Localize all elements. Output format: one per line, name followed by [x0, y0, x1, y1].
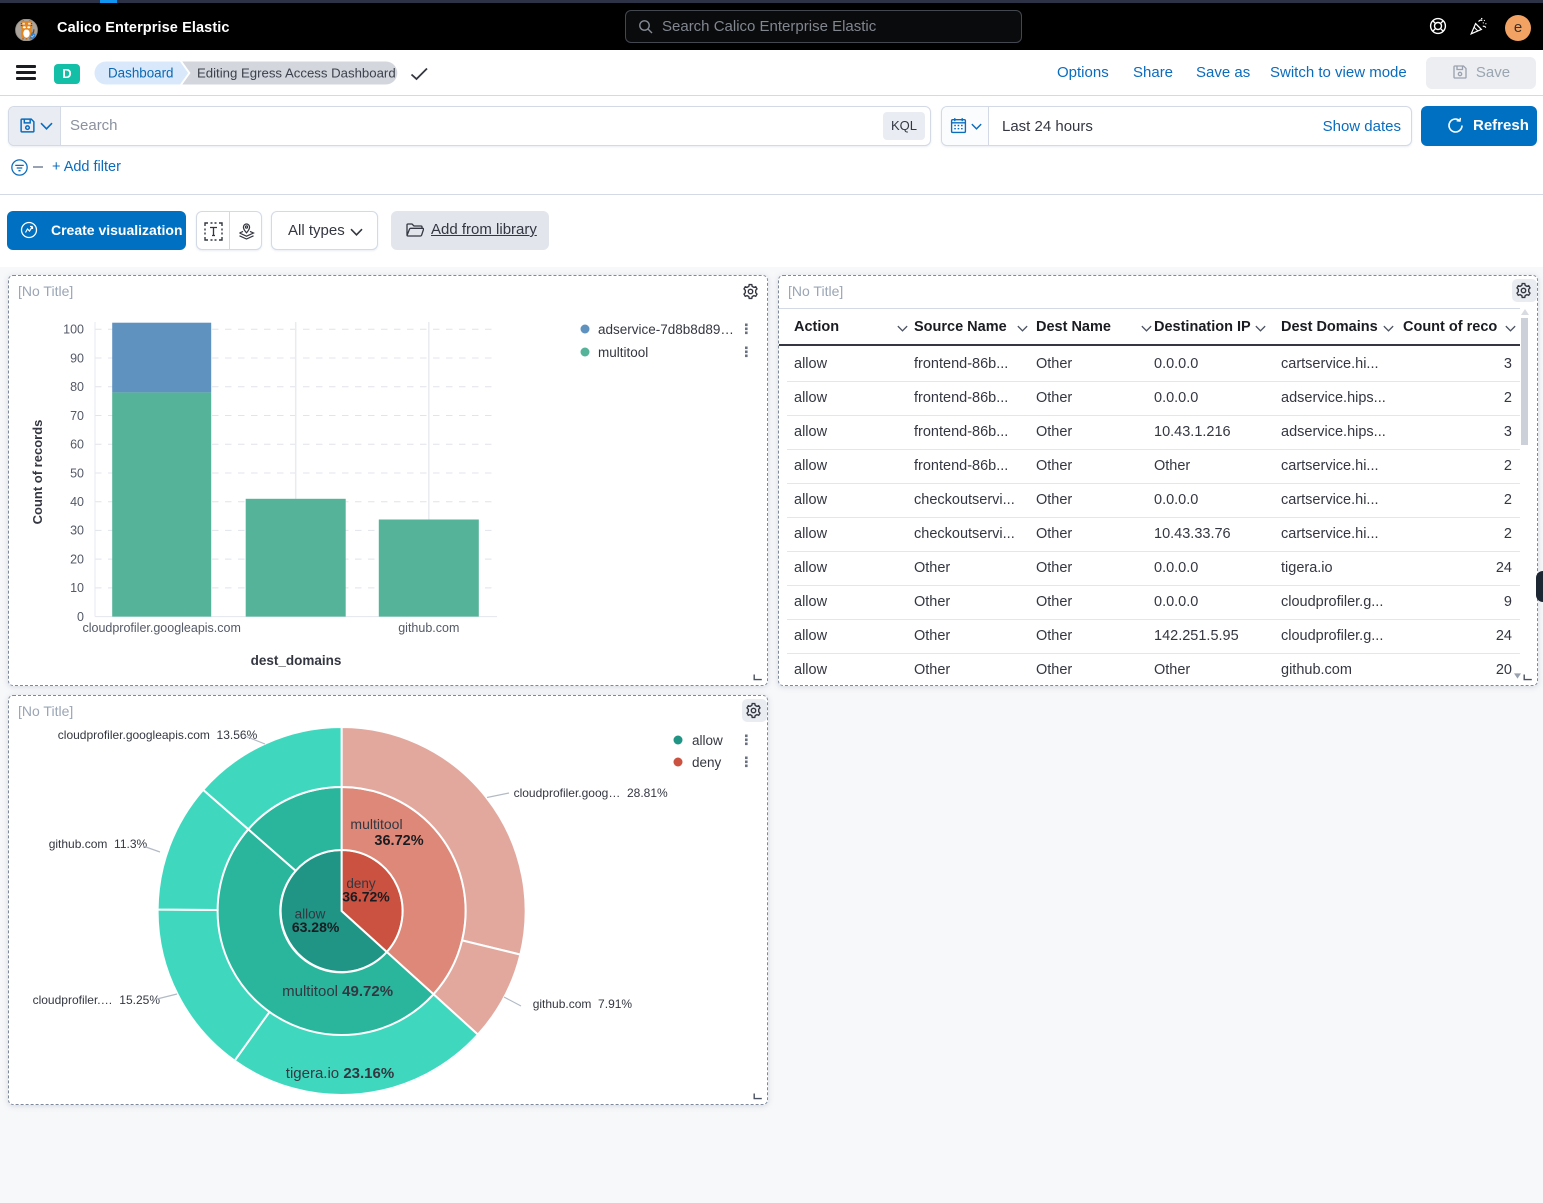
svg-text:cloudprofiler.goog… 28.81%: cloudprofiler.goog… 28.81% — [514, 786, 668, 800]
svg-text:allow: allow — [295, 907, 326, 922]
svg-text:36.72%: 36.72% — [342, 889, 390, 905]
svg-text:deny: deny — [692, 755, 722, 770]
svg-text:80: 80 — [70, 380, 84, 394]
svg-text:60: 60 — [70, 438, 84, 452]
svg-text:40: 40 — [70, 495, 84, 509]
svg-text:50: 50 — [70, 466, 84, 480]
svg-text:30: 30 — [70, 524, 84, 538]
svg-text:20: 20 — [70, 552, 84, 566]
svg-text:allow: allow — [692, 733, 723, 748]
svg-text:36.72%: 36.72% — [374, 833, 423, 849]
svg-text:90: 90 — [70, 351, 84, 365]
svg-text:Editing Egress Access Dashboar: Editing Egress Access Dashboard — [197, 66, 396, 81]
svg-text:multitool: multitool — [350, 816, 402, 832]
svg-text:Dashboard: Dashboard — [108, 66, 174, 81]
svg-text:63.28%: 63.28% — [292, 919, 340, 935]
svg-text:adservice-7d8b8d89…: adservice-7d8b8d89… — [598, 322, 734, 337]
svg-text:cloudprofiler.googleapis.com: cloudprofiler.googleapis.com 13.56% — [58, 728, 258, 742]
svg-text:deny: deny — [346, 876, 376, 891]
svg-text:github.com 7.91%: github.com 7.91% — [533, 997, 633, 1011]
svg-text:github.com: github.com — [398, 621, 459, 635]
svg-text:cloudprofiler.googleapis.com: cloudprofiler.googleapis.com — [82, 621, 240, 635]
svg-text:0: 0 — [77, 610, 84, 624]
svg-text:70: 70 — [70, 409, 84, 423]
svg-text:10: 10 — [70, 581, 84, 595]
svg-text:Count of records: Count of records — [30, 420, 45, 525]
svg-text:cloudprofiler.… 15.25%: cloudprofiler.… 15.25% — [33, 993, 161, 1007]
svg-text:multitool: multitool — [598, 345, 648, 360]
svg-text:github.com 11.3%: github.com 11.3% — [49, 837, 148, 851]
svg-text:100: 100 — [63, 323, 84, 337]
svg-text:dest_domains: dest_domains — [251, 653, 342, 668]
svg-text:multitool 49.72%: multitool 49.72% — [282, 983, 393, 1000]
svg-text:tigera.io 23.16%: tigera.io 23.16% — [286, 1065, 394, 1082]
